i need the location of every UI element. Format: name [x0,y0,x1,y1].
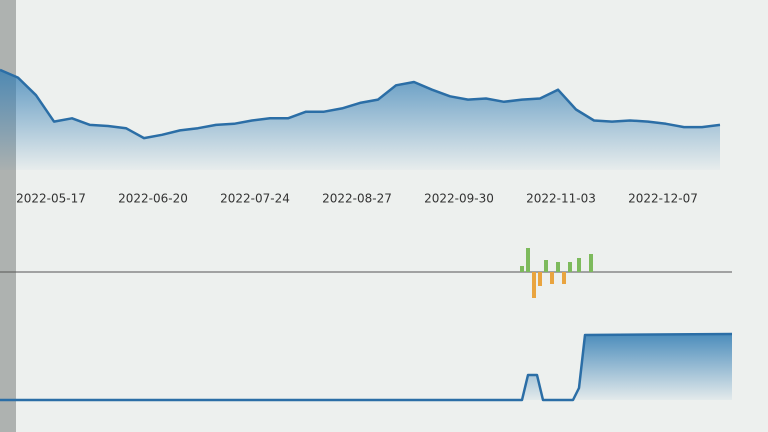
photo-edge [0,0,16,432]
x-tick-label: 2022-07-24 [220,192,290,206]
volume-bar [562,272,566,284]
x-tick-label: 2022-12-07 [628,192,698,206]
volume-bar [589,254,593,272]
volume-bar [577,258,581,272]
volume-bar [538,272,542,286]
volume-bar [532,272,536,298]
x-tick-label: 2022-09-30 [424,192,494,206]
step-line [0,332,733,402]
volume-bar [556,262,560,272]
volume-bar [544,260,548,272]
step-fill [0,334,732,400]
x-tick-label: 2022-08-27 [322,192,392,206]
x-tick-label: 2022-11-03 [526,192,596,206]
volume-bar [526,248,530,272]
volume-bar [550,272,554,284]
price-line [0,68,721,140]
volume-bar [520,266,524,272]
x-tick-label: 2022-05-17 [16,192,86,206]
area-fill [0,69,720,170]
x-tick-label: 2022-06-20 [118,192,188,206]
volume-bar [568,262,572,272]
